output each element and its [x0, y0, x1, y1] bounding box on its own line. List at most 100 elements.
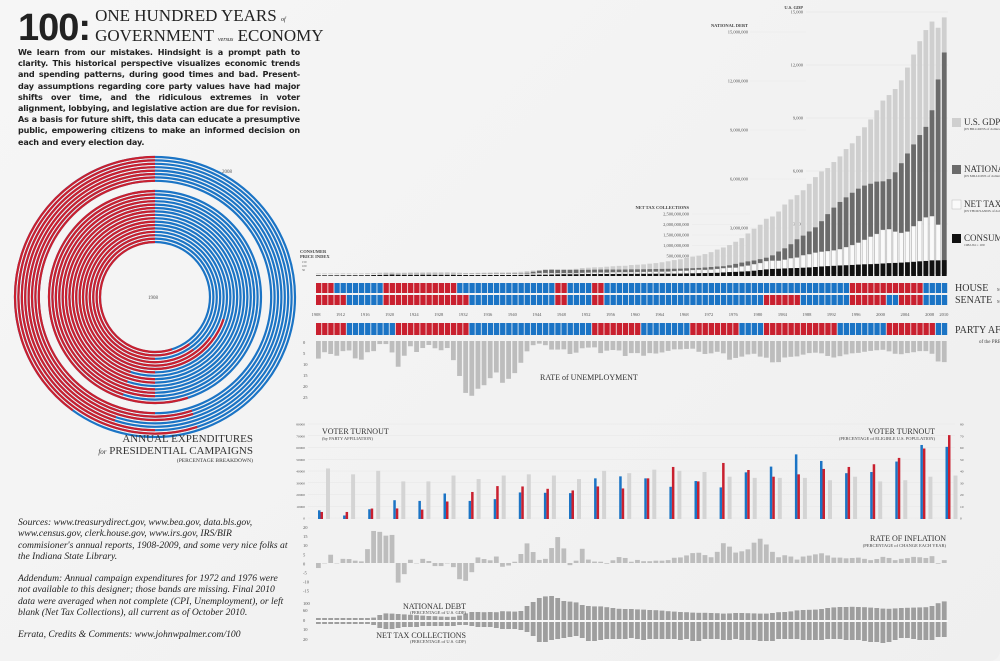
republican-cell — [892, 323, 899, 335]
inflation-bar — [616, 557, 622, 563]
democrat-cell — [555, 323, 561, 335]
democrat-cell — [739, 295, 745, 305]
republican-cell — [776, 295, 782, 305]
inflation-bar — [500, 563, 505, 567]
tax-pct-bar — [328, 622, 334, 624]
republican-cell — [905, 295, 911, 305]
title-versus: versus — [218, 37, 234, 43]
republican-cell — [708, 323, 715, 335]
republican-cell — [457, 323, 463, 335]
ring-republican-band — [20, 162, 156, 432]
democrat-cell — [659, 323, 665, 335]
voter-red-bar — [446, 501, 449, 519]
debt-bar — [849, 192, 855, 274]
tax-bar — [543, 272, 548, 275]
legend-sub: (IN MILLIONS of dollars) — [964, 174, 1000, 178]
tax-pct-bar — [346, 622, 352, 624]
cpi-bar — [328, 275, 334, 276]
democrat-cell — [487, 295, 494, 305]
debt-tax-tick: 0 — [303, 618, 306, 623]
debt-pct-bar — [469, 612, 475, 620]
republican-cell — [622, 323, 629, 335]
unemployment-bar — [635, 341, 640, 354]
gdp-bar — [733, 241, 739, 274]
page-title: 100: ONE HUNDRED YEARS of GOVERNMENT ver… — [18, 7, 324, 48]
year-label: 1984 — [778, 312, 788, 317]
inflation-bar — [426, 561, 432, 563]
republican-cell — [788, 295, 794, 305]
debt-bar — [929, 110, 935, 275]
unemployment-bar — [555, 341, 561, 350]
voter-red-bar — [722, 462, 725, 519]
unemployment-tick: 10 — [303, 362, 308, 367]
ring-republican-band — [85, 227, 212, 367]
republican-cell — [911, 323, 917, 335]
voter-blue-bar — [393, 500, 396, 519]
democrat-cell — [929, 295, 935, 305]
tax-tick-label: 1,500,000,000 — [663, 233, 690, 239]
republican-cell — [420, 283, 426, 293]
voter-turnout-right-sub: (PERCENTAGE of ELIGIBLE U.S. POPULATION) — [839, 436, 936, 441]
republican-cell — [874, 283, 880, 293]
voter-turnout-pct-bar — [727, 476, 732, 519]
gdp-bar — [475, 272, 481, 274]
republican-cell — [855, 283, 862, 293]
democrat-cell — [610, 295, 616, 305]
debt-pct-bar — [493, 612, 499, 620]
cpi-bar — [438, 274, 444, 276]
tax-bar — [665, 271, 671, 275]
year-label: 1912 — [336, 312, 345, 317]
democrat-cell — [806, 295, 813, 305]
inflation-bar — [733, 552, 739, 563]
democrat-cell — [561, 323, 567, 335]
cpi-bar — [684, 273, 689, 276]
inflation-bar — [929, 556, 935, 563]
cpi-bar — [941, 260, 947, 276]
cpi-bar — [573, 274, 579, 276]
republican-cell — [911, 283, 917, 293]
voter-turnout-left-sub: (by PARTY AFFILIATION) — [322, 436, 373, 441]
gdp-bar — [524, 271, 530, 274]
inflation-bar — [763, 544, 769, 563]
republican-cell — [408, 283, 414, 293]
democrat-cell — [757, 323, 764, 335]
tax-pct-bar — [641, 622, 646, 640]
inflation-title: RATE OF INFLATION — [870, 534, 946, 543]
republican-cell — [592, 283, 598, 293]
democrat-cell — [678, 323, 684, 335]
tax-pct-bar — [647, 622, 653, 639]
unemployment-bar — [500, 341, 505, 383]
tax-pct-bar — [365, 622, 370, 624]
democrat-cell — [935, 295, 942, 305]
gdp-bar — [346, 273, 352, 274]
republican-cell — [414, 283, 420, 293]
tax-pct-bar — [739, 622, 745, 640]
tax-pct-bar — [917, 622, 923, 640]
tax-pct-bar — [463, 622, 469, 625]
tax-bar — [567, 273, 573, 275]
cpi-bar — [917, 261, 923, 276]
cpi-bar — [813, 266, 818, 276]
cpi-axis-title-2: PRICE INDEX — [300, 254, 330, 259]
debt-bar — [641, 269, 646, 274]
republican-cell — [886, 283, 892, 293]
unemployment-bar — [536, 341, 542, 344]
gdp-bar — [665, 261, 671, 274]
tax-pct-bar — [322, 622, 327, 624]
republican-cell — [438, 323, 445, 335]
voter-turnout-pct-bar — [451, 475, 456, 519]
voter-blue-bar — [669, 486, 672, 519]
voter-red-bar — [571, 490, 574, 519]
tax-pct-bar — [763, 622, 769, 641]
tax-bar — [610, 272, 616, 275]
republican-cell — [561, 283, 567, 293]
tax-bar — [647, 271, 652, 275]
democrat-cell — [493, 323, 500, 335]
debt-pct-bar — [506, 611, 511, 620]
democrat-cell — [813, 283, 819, 293]
voter-left-tick: 80000 — [296, 423, 305, 427]
voter-left-tick: 10000 — [296, 505, 305, 509]
inflation-bar — [917, 557, 923, 563]
inflation-sub: (PERCENTAGE of CHANGE EACH YEAR) — [863, 543, 947, 548]
